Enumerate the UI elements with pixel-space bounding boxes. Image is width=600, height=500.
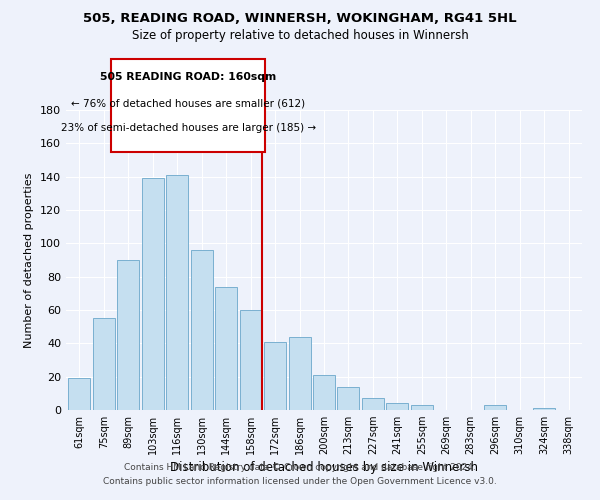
Bar [118,260,139,410]
Text: 505 READING ROAD: 160sqm: 505 READING ROAD: 160sqm [100,72,277,82]
Bar [68,378,91,410]
Text: 505, READING ROAD, WINNERSH, WOKINGHAM, RG41 5HL: 505, READING ROAD, WINNERSH, WOKINGHAM, … [83,12,517,26]
Bar [337,386,359,410]
Y-axis label: Number of detached properties: Number of detached properties [25,172,34,348]
Bar [166,175,188,410]
Bar [239,310,262,410]
Bar [411,405,433,410]
Bar [313,375,335,410]
Text: 23% of semi-detached houses are larger (185) →: 23% of semi-detached houses are larger (… [61,123,316,133]
Bar [142,178,164,410]
Text: Contains public sector information licensed under the Open Government Licence v3: Contains public sector information licen… [103,477,497,486]
Bar [362,398,384,410]
FancyBboxPatch shape [111,58,265,152]
Text: Size of property relative to detached houses in Winnersh: Size of property relative to detached ho… [131,29,469,42]
Bar [533,408,555,410]
Bar [264,342,286,410]
Bar [386,404,409,410]
X-axis label: Distribution of detached houses by size in Winnersh: Distribution of detached houses by size … [170,462,478,474]
Text: Contains HM Land Registry data © Crown copyright and database right 2024.: Contains HM Land Registry data © Crown c… [124,464,476,472]
Bar [289,336,311,410]
Bar [93,318,115,410]
Bar [191,250,213,410]
Bar [484,405,506,410]
Bar [215,286,237,410]
Text: ← 76% of detached houses are smaller (612): ← 76% of detached houses are smaller (61… [71,99,305,109]
